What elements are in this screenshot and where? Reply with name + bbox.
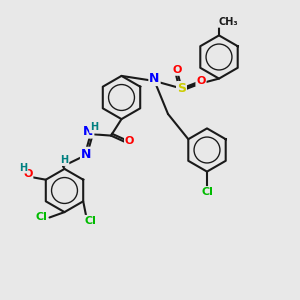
Text: H: H (60, 155, 69, 165)
Text: O: O (196, 76, 206, 86)
Text: N: N (81, 148, 91, 161)
Text: H: H (90, 122, 98, 133)
Text: O: O (23, 169, 32, 179)
Text: Cl: Cl (35, 212, 47, 223)
Text: O: O (125, 136, 134, 146)
Text: Cl: Cl (85, 216, 97, 226)
Text: S: S (177, 82, 186, 95)
Text: N: N (149, 72, 160, 85)
Text: H: H (19, 163, 27, 173)
Text: Cl: Cl (201, 187, 213, 197)
Text: O: O (172, 65, 182, 75)
Text: N: N (83, 124, 93, 138)
Text: CH₃: CH₃ (218, 17, 238, 27)
